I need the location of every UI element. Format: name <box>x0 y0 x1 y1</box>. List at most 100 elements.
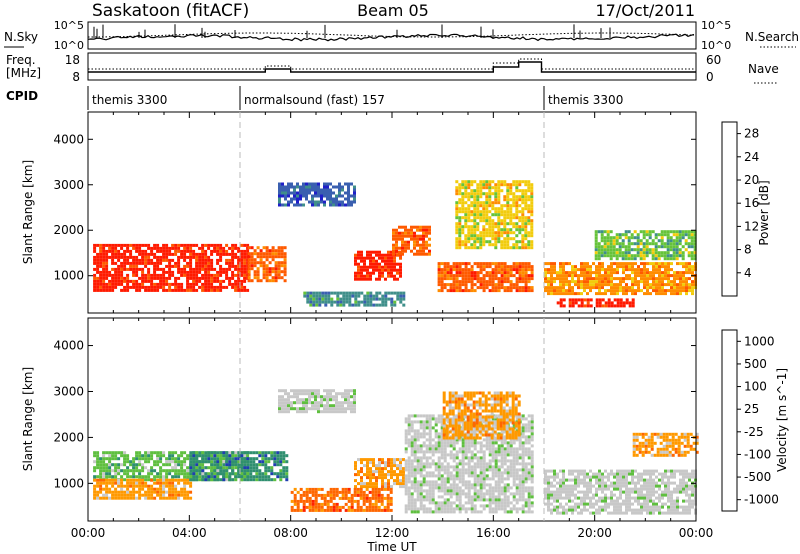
echo-cell <box>610 289 613 293</box>
echo-cell <box>265 255 269 259</box>
echo-cell <box>171 457 175 461</box>
echo-cell <box>500 489 504 493</box>
echo-region <box>303 291 406 307</box>
echo-cell <box>201 282 205 286</box>
echo-cell <box>530 222 534 226</box>
echo-cell <box>488 216 492 220</box>
echo-cell <box>387 262 390 266</box>
echo-region <box>93 243 250 292</box>
echo-cell <box>111 481 115 485</box>
echo-cell <box>117 478 121 482</box>
echo-cell <box>473 180 477 184</box>
echo-cell <box>467 204 471 208</box>
echo-cell <box>452 468 456 472</box>
echo-cell <box>183 478 187 482</box>
echo-cell <box>369 482 372 486</box>
echo-cell <box>634 277 637 281</box>
echo-cell <box>93 478 97 482</box>
echo-cell <box>568 280 571 284</box>
echo-cell <box>159 490 163 494</box>
echo-cell <box>114 249 118 253</box>
echo-cell <box>279 472 283 476</box>
echo-cell <box>524 246 528 250</box>
echo-cell <box>598 265 601 269</box>
echo-cell <box>512 456 516 460</box>
echo-cell <box>96 493 100 497</box>
echo-cell <box>280 246 284 250</box>
echo-cell <box>440 432 444 436</box>
echo-cell <box>664 277 667 281</box>
echo-cell <box>150 490 154 494</box>
echo-cell <box>339 297 343 301</box>
echo-cell <box>410 249 413 253</box>
echo-cell <box>357 268 360 272</box>
echo-cell <box>452 456 456 460</box>
echo-cell <box>120 478 124 482</box>
echo-cell <box>431 474 435 478</box>
echo-cell <box>413 225 416 229</box>
echo-cell <box>476 480 480 484</box>
echo-cell <box>402 473 405 477</box>
echo-cell <box>162 481 166 485</box>
echo-cell <box>521 459 525 463</box>
echo-cell <box>348 297 352 301</box>
echo-cell <box>625 298 629 302</box>
echo-cell <box>464 240 468 244</box>
echo-cell <box>527 498 531 502</box>
echo-cell <box>571 304 575 308</box>
echo-cell <box>530 271 534 275</box>
echo-cell <box>506 198 510 202</box>
echo-cell <box>393 473 396 477</box>
echo-cell <box>476 201 480 205</box>
echo-cell <box>527 219 531 223</box>
echo-cell <box>108 255 112 259</box>
echo-cell <box>494 265 498 269</box>
echo-cell <box>102 270 106 274</box>
echo-cell <box>521 444 525 448</box>
echo-cell <box>681 245 685 249</box>
echo-cell <box>413 471 417 475</box>
echo-cell <box>174 282 178 286</box>
echo-cell <box>135 457 139 461</box>
echo-cell <box>102 463 106 467</box>
echo-cell <box>633 230 637 234</box>
echo-cell <box>183 252 187 256</box>
echo-cell <box>287 194 290 198</box>
echo-cell <box>521 216 525 220</box>
echo-cell <box>153 273 157 277</box>
echo-cell <box>279 460 283 464</box>
echo-cell <box>180 451 184 455</box>
echo-cell <box>219 279 223 283</box>
echo-cell <box>527 507 531 511</box>
echo-cell <box>159 282 163 286</box>
echo-cell <box>284 197 287 201</box>
echo-cell <box>392 246 395 250</box>
echo-cell <box>123 454 127 458</box>
echo-cell <box>461 207 465 211</box>
echo-cell <box>114 475 118 479</box>
echo-cell <box>311 200 314 204</box>
echo-cell <box>177 285 181 289</box>
echo-cell <box>440 429 444 433</box>
echo-cell <box>404 474 408 478</box>
echo-cell <box>144 249 148 253</box>
echo-cell <box>524 225 528 229</box>
echo-cell <box>574 280 577 284</box>
echo-cell <box>446 504 450 508</box>
echo-cell <box>485 483 489 487</box>
echo-cell <box>565 262 568 266</box>
echo-cell <box>464 234 468 238</box>
echo-cell <box>419 444 423 448</box>
echo-cell <box>153 451 157 455</box>
echo-cell <box>500 243 504 247</box>
echo-cell <box>189 264 193 268</box>
echo-cell <box>213 466 217 470</box>
echo-cell <box>512 204 516 208</box>
echo-cell <box>285 472 289 476</box>
echo-cell <box>308 188 311 192</box>
echo-cell <box>225 454 229 458</box>
echo-cell <box>482 277 486 281</box>
echo-cell <box>491 471 495 475</box>
echo-cell <box>530 474 534 478</box>
echo-cell <box>410 468 414 472</box>
